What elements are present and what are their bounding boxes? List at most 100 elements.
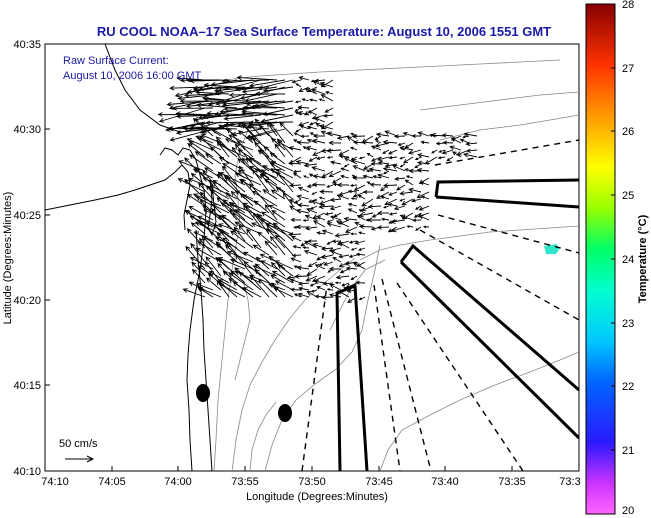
- current-vector: [405, 175, 414, 179]
- current-vector: [370, 161, 382, 166]
- x-tick-label: 73:50: [298, 476, 326, 488]
- current-vector: [331, 177, 342, 184]
- current-vector: [262, 86, 294, 93]
- colorbar-tick-label: 25: [622, 190, 634, 202]
- axis-tick-marks: [44, 43, 580, 472]
- current-vector: [343, 216, 358, 222]
- current-vector: [297, 110, 310, 116]
- current-vector: [339, 268, 350, 274]
- current-vector: [295, 128, 302, 132]
- colorbar-gradient: [585, 3, 616, 515]
- current-vector: [257, 231, 278, 249]
- current-vector: [399, 163, 406, 168]
- current-vector: [190, 242, 206, 263]
- current-vector: [191, 268, 206, 284]
- current-vector: [328, 170, 342, 178]
- x-tick-label: 74:05: [98, 476, 126, 488]
- current-vector: [270, 189, 286, 200]
- current-vector: [251, 222, 278, 235]
- current-vector: [343, 163, 350, 168]
- current-vector: [326, 184, 334, 188]
- current-vector: [311, 191, 318, 195]
- current-vector: [358, 209, 366, 214]
- current-vector: [399, 214, 414, 221]
- current-vector: [369, 182, 382, 187]
- current-vector: [335, 274, 350, 280]
- current-vector: [416, 191, 430, 198]
- current-vector: [387, 202, 398, 207]
- current-vector: [324, 107, 334, 113]
- current-vector: [296, 194, 310, 200]
- current-vector: [355, 252, 366, 257]
- current-vector: [186, 228, 206, 249]
- current-vector: [238, 271, 262, 291]
- current-vector: [211, 208, 230, 228]
- current-vector: [189, 124, 238, 130]
- y-tick-labels: 40:35 40:30 40:25 40:20 40:15 40:10: [13, 39, 41, 478]
- current-vector: [307, 261, 318, 267]
- current-vector: [350, 275, 358, 281]
- current-vector: [211, 129, 238, 144]
- current-vector: [241, 157, 254, 172]
- current-vector: [237, 130, 254, 144]
- x-tick-labels: 74:10 74:05 74:00 73:55 73:50 73:45 73:4…: [41, 476, 580, 488]
- current-vector: [312, 220, 326, 228]
- current-vector: [415, 226, 422, 231]
- current-vector: [380, 217, 390, 221]
- current-vector: [198, 86, 246, 92]
- current-vector: [362, 163, 374, 170]
- current-vector: [382, 139, 398, 145]
- current-vector: [235, 254, 254, 277]
- colorbar-label: Temperature (°C): [637, 214, 649, 303]
- buoy-marker-east: [278, 404, 292, 422]
- current-vector: [259, 173, 278, 193]
- scale-label: 50 cm/s: [59, 438, 98, 450]
- x-tick-label: 73:40: [431, 476, 459, 488]
- current-vector: [366, 217, 381, 223]
- colorbar: 28 27 26 25 24 23 22 21 20 Temperature (…: [585, 0, 649, 517]
- current-vector: [349, 184, 358, 187]
- current-vector: [205, 256, 222, 277]
- current-vector: [401, 198, 414, 206]
- current-vector: [328, 293, 342, 298]
- current-vector: [336, 182, 350, 188]
- current-vector: [256, 215, 278, 228]
- current-vector: [340, 174, 350, 179]
- current-vector: [292, 172, 302, 179]
- y-axis-label: Latitude (Degrees:Minutes): [2, 192, 14, 325]
- current-vector: [312, 138, 326, 144]
- current-vector: [402, 132, 414, 137]
- colorbar-ticks: [611, 3, 615, 515]
- current-vector: [417, 153, 430, 158]
- current-vector: [252, 169, 270, 193]
- current-vector: [465, 141, 478, 147]
- current-vector: [217, 214, 238, 235]
- current-vector: [245, 100, 286, 107]
- current-vector: [202, 170, 222, 193]
- current-vector: [305, 225, 318, 231]
- plot-frame: [44, 43, 580, 472]
- current-vector: [334, 233, 350, 238]
- current-vector: [292, 169, 302, 174]
- current-vector: [203, 209, 230, 221]
- current-vector: [252, 244, 270, 256]
- current-vector: [430, 132, 446, 138]
- current-vector: [318, 196, 326, 200]
- annotation-line-1: Raw Surface Current:: [63, 55, 169, 67]
- current-vector: [169, 128, 214, 142]
- current-vector: [268, 204, 286, 214]
- current-vector: [328, 266, 342, 272]
- current-vector: [233, 226, 246, 242]
- current-vector: [334, 281, 342, 285]
- current-vector: [182, 288, 206, 298]
- colorbar-tick-label: 23: [622, 318, 634, 330]
- current-vector: [416, 160, 430, 166]
- current-vector: [259, 148, 278, 172]
- current-vector: [226, 127, 246, 151]
- current-vector: [297, 281, 310, 286]
- current-vector: [412, 218, 422, 223]
- current-vector: [195, 102, 238, 109]
- current-vector: [311, 166, 326, 172]
- current-vector: [356, 214, 366, 221]
- current-vector: [336, 194, 350, 200]
